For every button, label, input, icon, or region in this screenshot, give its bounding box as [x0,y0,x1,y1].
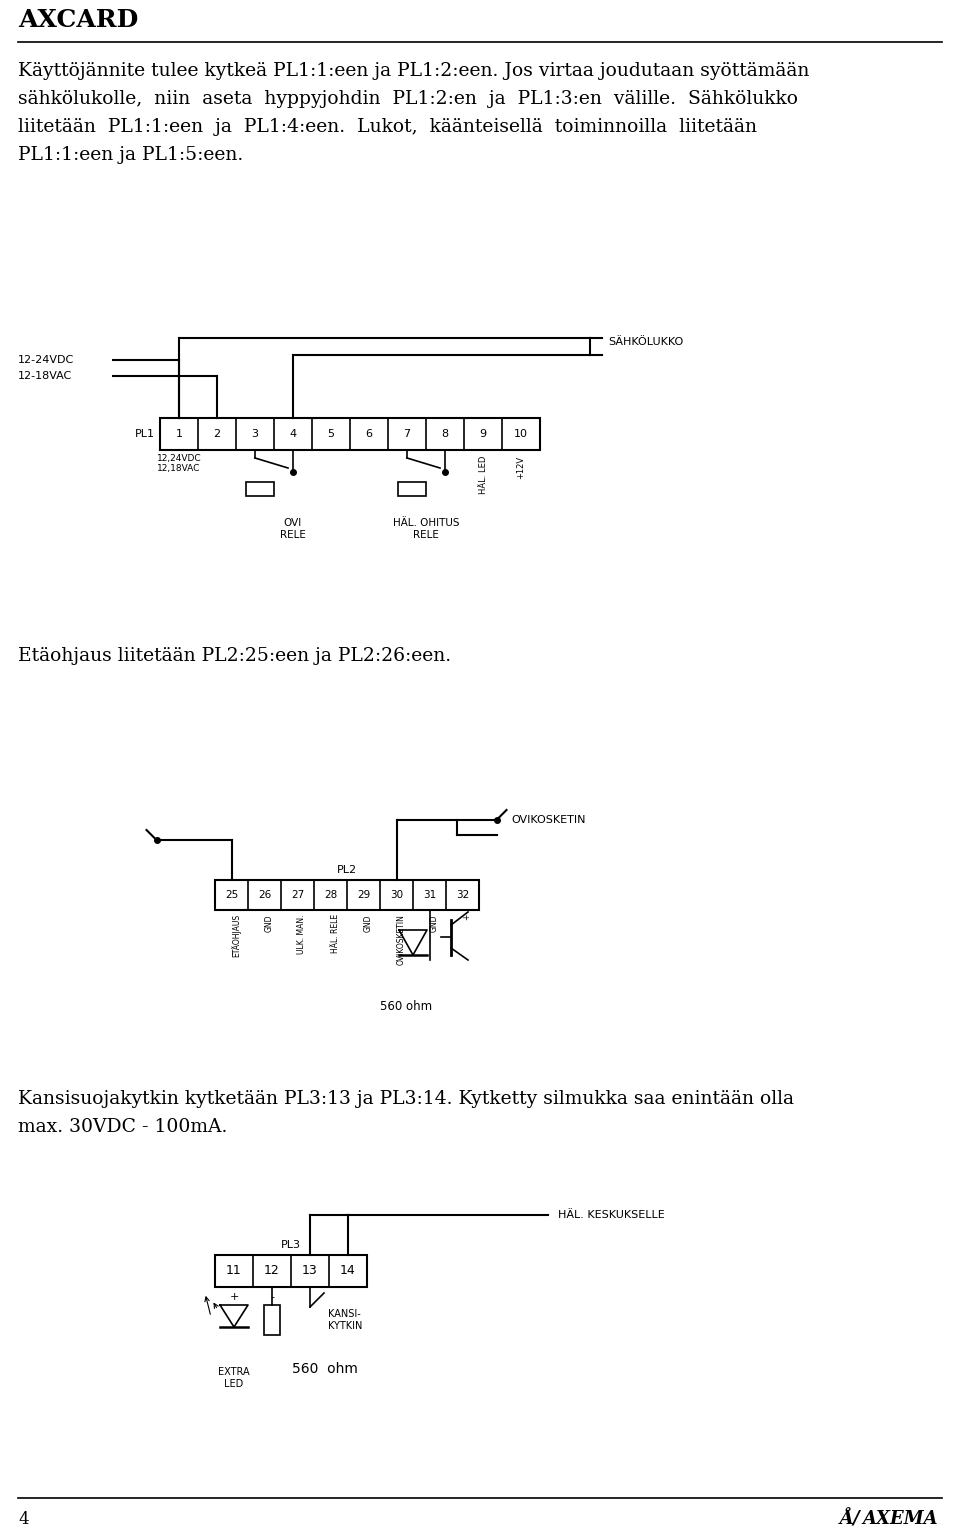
Text: GND: GND [429,914,439,931]
Text: max. 30VDC - 100mA.: max. 30VDC - 100mA. [18,1117,228,1136]
Text: 4: 4 [18,1510,29,1528]
Text: 8: 8 [442,429,448,439]
Text: 11: 11 [227,1265,242,1277]
Text: 12: 12 [264,1265,280,1277]
Text: 25: 25 [225,890,238,900]
Bar [246,482,274,496]
Text: 4: 4 [289,429,297,439]
Text: PL2: PL2 [337,865,357,876]
Text: +12V: +12V [516,456,525,479]
Text: Å/: Å/ [839,1510,860,1528]
Text: 30: 30 [390,890,403,900]
Bar [215,880,479,910]
Text: 6: 6 [366,429,372,439]
Text: 12,24VDC: 12,24VDC [156,454,202,463]
Text: Käyttöjännite tulee kytkeä PL1:1:een ja PL1:2:een. Jos virtaa joudutaan syöttämä: Käyttöjännite tulee kytkeä PL1:1:een ja … [18,62,809,80]
Text: 13: 13 [302,1265,318,1277]
Text: ETÄOHJAUS: ETÄOHJAUS [231,914,241,957]
Text: SÄHKÖLUKKO: SÄHKÖLUKKO [608,337,684,346]
Text: PL3: PL3 [281,1240,301,1250]
Text: 31: 31 [422,890,436,900]
Text: OVIKOSKETIN: OVIKOSKETIN [396,914,405,965]
Text: AXCARD: AXCARD [18,8,138,32]
Text: Etäohjaus liitetään PL2:25:een ja PL2:26:een.: Etäohjaus liitetään PL2:25:een ja PL2:26… [18,646,451,665]
Text: 1: 1 [176,429,182,439]
Text: +: + [463,914,471,920]
Text: OVI: OVI [284,519,302,528]
Bar [398,482,426,496]
Text: liitetään  PL1:1:een  ja  PL1:4:een.  Lukot,  käänteisellä  toiminnoilla  liitet: liitetään PL1:1:een ja PL1:4:een. Lukot,… [18,119,757,135]
Text: +: + [229,1293,239,1302]
Text: 5: 5 [327,429,334,439]
Text: 29: 29 [357,890,371,900]
Text: ULK. MAN.: ULK. MAN. [298,914,306,954]
Bar [160,419,540,449]
Text: HÄL. LED: HÄL. LED [478,456,488,494]
Text: 28: 28 [324,890,337,900]
Text: AXEMA: AXEMA [862,1510,938,1528]
Text: Kansisuojakytkin kytketään PL3:13 ja PL3:14. Kytketty silmukka saa enintään olla: Kansisuojakytkin kytketään PL3:13 ja PL3… [18,1090,794,1108]
Text: 27: 27 [291,890,304,900]
Text: EXTRA
LED: EXTRA LED [218,1367,250,1388]
Text: HÄL. KESKUKSELLE: HÄL. KESKUKSELLE [558,1210,664,1220]
Text: 12-18VAC: 12-18VAC [18,371,72,382]
Text: 9: 9 [479,429,487,439]
Text: 3: 3 [252,429,258,439]
Text: -: - [270,1293,274,1302]
Text: RELE: RELE [413,529,439,540]
Text: GND: GND [364,914,372,931]
Text: 26: 26 [258,890,271,900]
Text: RELE: RELE [280,529,306,540]
Text: sähkölukolle,  niin  aseta  hyppyjohdin  PL1:2:en  ja  PL1:3:en  välille.  Sähkö: sähkölukolle, niin aseta hyppyjohdin PL1… [18,89,798,108]
Text: PL1: PL1 [135,429,155,439]
Text: 560  ohm: 560 ohm [292,1362,358,1376]
Bar [215,1254,367,1287]
Text: 2: 2 [213,429,221,439]
Text: 32: 32 [456,890,469,900]
Text: OVIKOSKETIN: OVIKOSKETIN [512,816,586,825]
Text: HÄL. OHITUS: HÄL. OHITUS [393,519,459,528]
Text: 10: 10 [514,429,528,439]
Text: PL1:1:een ja PL1:5:een.: PL1:1:een ja PL1:5:een. [18,146,243,165]
Text: 560 ohm: 560 ohm [380,1000,432,1013]
Text: GND: GND [265,914,274,931]
Text: HÄL. RELE: HÄL. RELE [330,914,340,953]
Text: 12,18VAC: 12,18VAC [157,463,201,472]
Text: KANSI-
KYTKIN: KANSI- KYTKIN [328,1310,362,1331]
Text: 12-24VDC: 12-24VDC [18,356,74,365]
Text: 14: 14 [340,1265,356,1277]
Text: 7: 7 [403,429,411,439]
Bar [264,1305,280,1334]
